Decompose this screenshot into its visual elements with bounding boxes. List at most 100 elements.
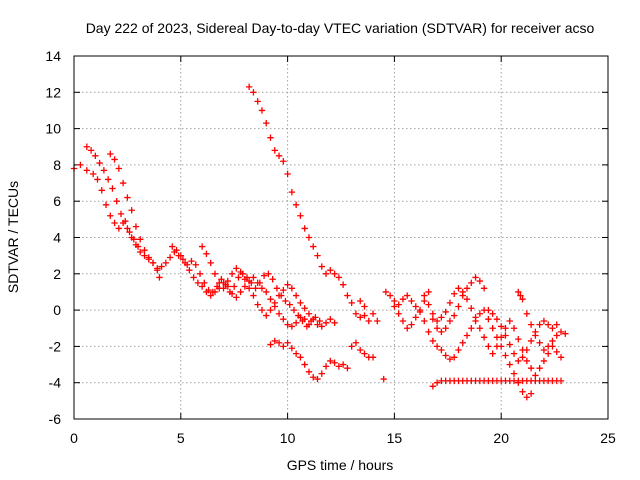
data-point — [549, 337, 556, 345]
data-point — [288, 323, 296, 330]
data-point — [280, 286, 287, 294]
data-point — [506, 341, 513, 348]
data-point — [297, 354, 304, 361]
data-point — [451, 312, 458, 319]
data-point — [107, 212, 114, 219]
data-point — [254, 279, 261, 287]
data-point — [544, 350, 552, 357]
series-track-13 — [515, 288, 560, 354]
data-point — [468, 325, 475, 332]
data-point — [489, 350, 496, 357]
data-point — [252, 285, 259, 292]
data-point — [421, 317, 428, 325]
data-point — [154, 265, 161, 272]
data-point — [463, 296, 471, 303]
data-point — [267, 306, 274, 314]
data-point — [399, 317, 407, 325]
y-tick-label: 14 — [45, 48, 61, 64]
plot-frame — [73, 55, 609, 420]
data-point — [369, 310, 377, 317]
data-point — [173, 247, 180, 254]
data-point — [357, 297, 364, 305]
data-point — [269, 276, 276, 283]
data-point — [446, 299, 454, 307]
x-axis-label: GPS time / hours — [287, 457, 394, 473]
data-point — [305, 310, 313, 317]
data-point — [250, 292, 257, 299]
data-point — [476, 277, 484, 285]
data-point — [198, 283, 206, 290]
data-point — [94, 176, 101, 183]
data-point — [141, 247, 148, 254]
data-point — [527, 390, 535, 397]
data-point — [327, 357, 334, 365]
data-point — [489, 325, 496, 332]
data-point — [429, 315, 437, 323]
data-point — [365, 317, 372, 325]
data-point — [271, 299, 278, 307]
data-point — [433, 317, 441, 325]
data-point — [280, 158, 287, 165]
series-track-9 — [391, 303, 535, 401]
data-point — [237, 288, 244, 296]
y-tick-label: -4 — [49, 375, 62, 391]
data-point — [455, 285, 462, 292]
data-point — [451, 290, 458, 297]
y-tick-label: -6 — [49, 411, 62, 427]
data-point — [190, 274, 197, 281]
data-point — [245, 83, 253, 91]
data-point — [540, 357, 548, 365]
data-point — [292, 292, 300, 299]
data-point — [113, 198, 120, 205]
data-point — [288, 285, 296, 292]
data-point — [177, 252, 184, 259]
data-point — [404, 292, 411, 299]
data-point — [361, 312, 368, 319]
data-point — [399, 296, 407, 303]
data-point — [421, 292, 428, 299]
data-point — [536, 339, 543, 346]
data-point — [408, 297, 415, 305]
data-point — [395, 310, 402, 317]
data-point — [442, 325, 449, 332]
data-point — [301, 225, 308, 232]
data-point — [132, 223, 140, 230]
data-point — [502, 352, 509, 359]
data-point — [348, 299, 355, 307]
data-point — [476, 310, 484, 317]
data-point — [145, 254, 152, 261]
data-point — [502, 332, 509, 339]
data-point — [485, 343, 492, 350]
data-point — [519, 354, 526, 361]
data-point — [301, 315, 308, 323]
data-point — [515, 288, 522, 296]
x-tick-label: 25 — [600, 430, 616, 446]
data-point — [540, 317, 548, 325]
data-point — [267, 134, 274, 141]
data-point — [310, 243, 317, 250]
data-point — [527, 337, 535, 345]
data-point — [438, 346, 445, 354]
data-point — [77, 161, 84, 169]
data-point — [532, 332, 539, 339]
data-point — [207, 292, 214, 299]
data-point — [119, 179, 127, 187]
data-point — [438, 328, 445, 336]
data-point — [282, 297, 289, 305]
data-point — [540, 346, 548, 354]
data-point — [286, 301, 293, 308]
y-tick-label: 6 — [53, 193, 61, 209]
data-point — [194, 279, 202, 287]
data-point — [489, 310, 496, 317]
data-point — [109, 185, 116, 192]
data-point — [228, 270, 236, 277]
data-point — [211, 288, 219, 296]
data-point — [472, 314, 479, 321]
data-point — [425, 301, 432, 308]
data-point — [83, 167, 91, 174]
data-point — [292, 201, 300, 209]
data-point — [288, 345, 296, 352]
data-point — [245, 285, 253, 292]
data-point — [510, 350, 518, 357]
